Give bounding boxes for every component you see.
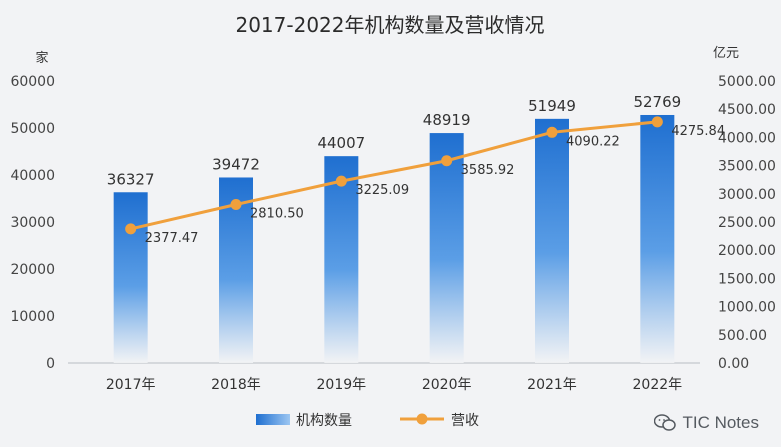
line-point xyxy=(335,175,347,187)
line-data-label: 4275.84 xyxy=(671,124,725,139)
bar-data-label: 36327 xyxy=(107,170,155,188)
x-tick-label: 2018年 xyxy=(211,377,261,393)
x-tick-label: 2022年 xyxy=(633,377,683,393)
line-point xyxy=(230,198,242,210)
line-data-label: 3225.09 xyxy=(355,183,409,198)
line-data-label: 2377.47 xyxy=(145,231,199,246)
bar-data-label: 52769 xyxy=(633,93,681,111)
y-right-tick-label: 500.00 xyxy=(718,328,767,344)
line-data-label: 4090.22 xyxy=(566,134,620,149)
line-point xyxy=(441,155,453,167)
bar-series: 36327 39472 44007 48919 51949 52769 xyxy=(107,93,681,364)
line-series: 2377.47 2810.50 3225.09 3585.92 4090.22 4275.… xyxy=(125,116,725,246)
right-axis-unit: 亿元 xyxy=(713,46,739,61)
chart-title: 2017-2022年机构数量及营收情况 xyxy=(235,13,544,37)
bar xyxy=(535,118,569,364)
bar-data-label: 44007 xyxy=(317,134,365,152)
y-right-tick-label: 3500.00 xyxy=(718,159,776,175)
y-right-tick-label: 4500.00 xyxy=(718,102,776,118)
legend-label-line: 营收 xyxy=(451,413,479,429)
y-left-tick-label: 60000 xyxy=(10,74,55,90)
wechat-icon xyxy=(654,414,677,431)
line-data-label: 3585.92 xyxy=(461,163,515,178)
bar xyxy=(113,192,148,363)
bar xyxy=(429,133,464,363)
watermark-text: TIC Notes xyxy=(682,413,759,432)
bar-data-label: 51949 xyxy=(528,97,576,115)
y-right-tick-label: 0.00 xyxy=(718,356,749,372)
x-tick-label: 2020年 xyxy=(422,377,472,393)
x-tick-label: 2019年 xyxy=(317,377,367,393)
line-point xyxy=(651,116,663,128)
y-right-tick-label: 2500.00 xyxy=(718,215,776,231)
x-tick-label: 2021年 xyxy=(527,377,577,393)
legend-label-bar: 机构数量 xyxy=(296,413,352,429)
bar xyxy=(324,156,359,363)
line-path xyxy=(130,120,658,231)
y-right-tick-label: 1500.00 xyxy=(718,271,776,287)
bar xyxy=(640,114,675,363)
legend: 机构数量 营收 xyxy=(256,413,479,429)
y-left-tick-label: 20000 xyxy=(10,262,55,278)
bar-data-label: 48919 xyxy=(423,111,471,129)
y-left-tick-label: 10000 xyxy=(10,309,55,325)
y-right-tick-label: 4000.00 xyxy=(718,130,776,146)
legend-swatch-bar xyxy=(256,414,290,425)
y-left-tick-label: 30000 xyxy=(10,215,55,231)
line-data-label: 2810.50 xyxy=(250,206,304,221)
y-right-tick-label: 2000.00 xyxy=(718,243,776,259)
watermark: TIC Notes xyxy=(654,413,759,433)
y-right-tick-label: 5000.00 xyxy=(718,74,776,90)
x-tick-label: 2017年 xyxy=(106,377,156,393)
legend-swatch-line-marker xyxy=(416,413,428,425)
y-right-tick-label: 1000.00 xyxy=(718,300,776,316)
line-point xyxy=(546,126,558,138)
bar-data-label: 39472 xyxy=(212,155,260,173)
line-point xyxy=(125,223,137,235)
left-axis-unit: 家 xyxy=(35,50,48,66)
y-left-tick-label: 0 xyxy=(46,356,55,372)
y-right-tick-label: 3000.00 xyxy=(718,187,776,203)
y-left-tick-label: 40000 xyxy=(10,168,55,184)
axes-group: 0 10000 20000 30000 40000 50000 60000 0.00 500.0… xyxy=(10,74,775,393)
y-left-tick-label: 50000 xyxy=(10,121,55,137)
